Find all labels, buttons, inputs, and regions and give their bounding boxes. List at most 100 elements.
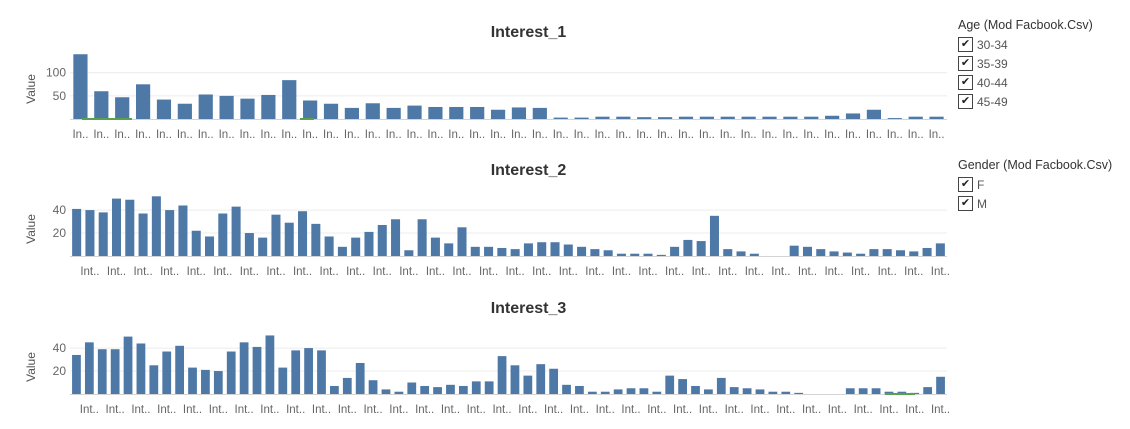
checkbox-check-icon[interactable]: ✔: [958, 94, 973, 109]
x-tick-label: Int..: [107, 266, 126, 278]
legend-item-gender-f[interactable]: ✔ F: [958, 175, 1112, 194]
x-tick-label: Int..: [133, 266, 152, 278]
bar: [523, 243, 533, 256]
bar: [626, 388, 636, 394]
bar: [825, 115, 840, 119]
x-tick-label: Int..: [131, 404, 150, 416]
y-axis-label: Value: [24, 74, 38, 104]
x-tick-label: Int..: [426, 266, 445, 278]
bar: [344, 107, 359, 119]
bar: [407, 382, 417, 394]
checkbox-check-icon[interactable]: ✔: [958, 56, 973, 71]
bar: [433, 387, 442, 394]
x-tick-label: Int..: [80, 404, 99, 416]
bar: [110, 349, 120, 394]
x-tick-label: Int..: [320, 266, 339, 278]
x-tick-label: Int..: [665, 266, 684, 278]
bar: [670, 246, 680, 256]
bar: [364, 231, 374, 256]
checkbox-check-icon[interactable]: ✔: [958, 196, 973, 211]
x-tick-label: In..: [114, 129, 130, 141]
bar: [736, 251, 746, 256]
legend-item-age-40-44[interactable]: ✔ 40-44: [958, 73, 1093, 92]
bar: [213, 371, 223, 394]
bar: [577, 246, 587, 256]
x-tick-label: Int..: [80, 266, 99, 278]
bar: [351, 237, 361, 256]
x-tick-label: In..: [657, 129, 673, 141]
bar: [497, 247, 507, 256]
x-tick-label: Int..: [718, 266, 737, 278]
x-tick-label: In..: [782, 129, 798, 141]
x-tick-label: In..: [908, 129, 924, 141]
bar: [97, 349, 107, 394]
bar: [720, 116, 735, 119]
bar: [755, 389, 765, 394]
legend-item-label: 45-49: [977, 94, 1008, 109]
x-tick-label: Int..: [585, 266, 604, 278]
checkbox-check-icon[interactable]: ✔: [958, 177, 973, 192]
x-tick-label: Int..: [389, 404, 408, 416]
bar: [749, 253, 759, 256]
legend-item-gender-m[interactable]: ✔ M: [958, 194, 1112, 213]
x-tick-label: In..: [239, 129, 255, 141]
x-tick-label: Int..: [373, 266, 392, 278]
x-tick-label: Int..: [235, 404, 254, 416]
bar: [457, 227, 467, 256]
x-tick-label: Int..: [647, 404, 666, 416]
bar: [85, 210, 95, 256]
x-tick-label: In..: [135, 129, 151, 141]
bar: [816, 249, 826, 256]
bar: [845, 388, 855, 394]
bar: [783, 116, 798, 119]
bar: [261, 94, 276, 119]
bar: [656, 254, 666, 256]
bar: [575, 385, 584, 394]
legend-item-age-30-34[interactable]: ✔ 30-34: [958, 35, 1093, 54]
bar: [510, 365, 520, 394]
bar: [532, 107, 547, 119]
x-tick-label: In..: [323, 129, 339, 141]
checkbox-check-icon[interactable]: ✔: [958, 75, 973, 90]
bar: [444, 243, 454, 256]
x-tick-label: In..: [198, 129, 214, 141]
x-tick-label: In..: [344, 129, 360, 141]
x-tick-label: In..: [302, 129, 318, 141]
x-tick-label: In..: [824, 129, 840, 141]
y-tick-label: 40: [53, 341, 67, 355]
x-tick-label: Int..: [851, 266, 870, 278]
x-tick-label: In..: [72, 129, 88, 141]
x-tick-label: Int..: [559, 266, 578, 278]
legend-item-age-35-39[interactable]: ✔ 35-39: [958, 54, 1093, 73]
bar: [284, 222, 294, 256]
bar: [691, 385, 700, 394]
bar: [271, 214, 281, 256]
x-tick-label: Int..: [699, 404, 718, 416]
x-tick-label: In..: [803, 129, 819, 141]
x-tick-label: Int..: [293, 266, 312, 278]
bar: [337, 246, 347, 256]
bar: [523, 375, 533, 394]
x-tick-label: Int..: [544, 404, 563, 416]
bar: [549, 368, 559, 394]
x-tick-label: Int..: [596, 404, 615, 416]
bar: [240, 98, 255, 119]
x-tick-label: In..: [156, 129, 172, 141]
legend-item-age-45-49[interactable]: ✔ 45-49: [958, 92, 1093, 111]
bar: [138, 213, 148, 256]
x-tick-label: Int..: [260, 404, 279, 416]
bar: [136, 343, 146, 394]
bar: [762, 116, 777, 119]
x-tick-label: Int..: [824, 266, 843, 278]
y-tick-label: 100: [46, 66, 66, 80]
bar: [794, 392, 804, 394]
x-tick-label: In..: [365, 129, 381, 141]
bar: [658, 117, 673, 119]
x-tick-label: Int..: [878, 266, 897, 278]
x-tick-label: In..: [260, 129, 276, 141]
checkbox-check-icon[interactable]: ✔: [958, 37, 973, 52]
x-tick-label: In..: [93, 129, 109, 141]
bar: [420, 385, 430, 394]
x-tick-label: Int..: [771, 266, 790, 278]
bar: [231, 206, 241, 256]
